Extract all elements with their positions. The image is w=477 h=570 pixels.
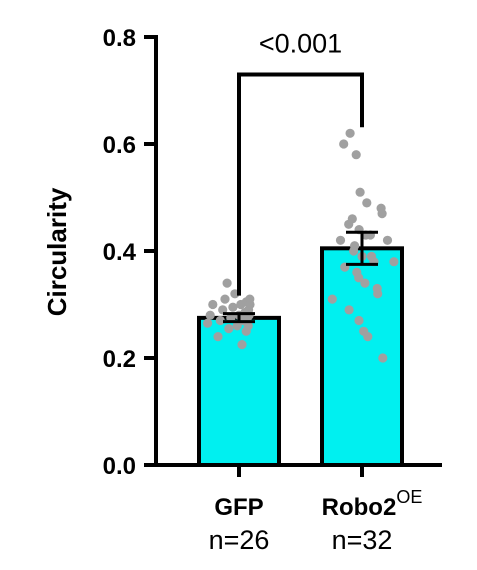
data-point bbox=[377, 209, 387, 219]
p-value-label: <0.001 bbox=[259, 28, 342, 58]
data-point bbox=[363, 332, 373, 342]
data-point bbox=[327, 294, 337, 304]
y-axis-title: Circularity bbox=[42, 187, 72, 316]
data-point bbox=[355, 187, 365, 197]
y-tick-label: 0.6 bbox=[103, 132, 136, 159]
data-point bbox=[232, 321, 242, 331]
data-point bbox=[335, 235, 346, 245]
category-label-main: GFP bbox=[214, 494, 263, 521]
data-point bbox=[378, 353, 388, 363]
data-point bbox=[203, 318, 213, 328]
error-bars-layer bbox=[223, 230, 378, 324]
category-label: Robo2OE bbox=[322, 487, 423, 521]
data-point bbox=[389, 257, 399, 267]
data-point bbox=[236, 299, 246, 310]
data-point bbox=[215, 315, 225, 326]
y-axis: 0.0 0.2 0.4 0.6 0.8 bbox=[103, 25, 442, 480]
data-point bbox=[237, 340, 247, 350]
data-point bbox=[339, 139, 349, 149]
significance-bracket: <0.001 bbox=[237, 28, 364, 296]
data-point bbox=[222, 278, 232, 288]
bar-gfp bbox=[197, 315, 281, 467]
data-point bbox=[213, 332, 223, 342]
y-tick-label: 0.2 bbox=[103, 346, 136, 373]
data-point bbox=[362, 198, 372, 208]
sample-size-label: n=26 bbox=[209, 525, 270, 555]
data-point bbox=[228, 302, 238, 312]
data-point bbox=[351, 150, 361, 160]
data-point bbox=[224, 324, 234, 334]
data-point bbox=[208, 299, 218, 310]
data-point bbox=[349, 246, 359, 256]
data-point bbox=[345, 128, 355, 138]
sample-size-label: n=32 bbox=[332, 525, 393, 555]
data-point bbox=[354, 273, 364, 283]
y-tick-label: 0.8 bbox=[103, 25, 136, 52]
y-tick-label: 0.4 bbox=[103, 239, 137, 266]
category-label: GFP bbox=[214, 494, 263, 521]
data-point bbox=[354, 315, 364, 326]
category-label-main: Robo2 bbox=[322, 494, 397, 521]
data-point bbox=[382, 235, 393, 245]
significance-line bbox=[237, 72, 364, 296]
data-point bbox=[205, 310, 215, 320]
category-label-superscript: OE bbox=[396, 487, 422, 507]
data-point bbox=[360, 278, 370, 288]
data-point bbox=[373, 289, 383, 299]
data-point bbox=[344, 219, 354, 229]
data-point bbox=[241, 326, 251, 336]
data-point bbox=[344, 305, 354, 315]
y-tick-label: 0.0 bbox=[103, 453, 136, 480]
data-point bbox=[220, 294, 230, 304]
